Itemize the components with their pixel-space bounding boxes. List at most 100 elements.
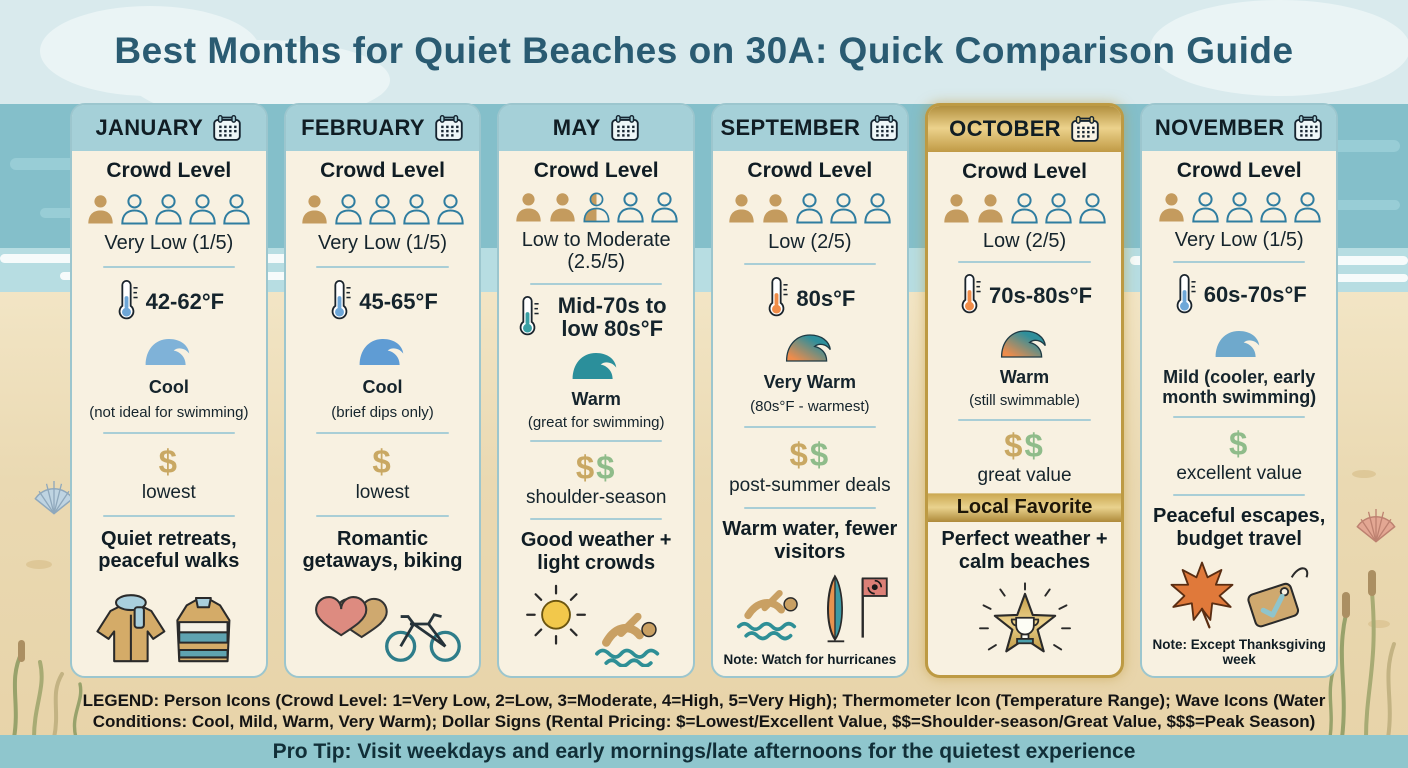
person-icon xyxy=(335,194,362,225)
legend-text: LEGEND: Person Icons (Crowd Level: 1=Ver… xyxy=(82,691,1326,732)
wave-icon xyxy=(1215,330,1260,357)
divider xyxy=(1173,416,1306,419)
crowd-level-icons xyxy=(85,193,252,225)
crowd-level-value: Very Low (1/5) xyxy=(1174,229,1304,252)
crowd-level-heading: Crowd Level xyxy=(106,159,232,182)
wave-icon xyxy=(1000,330,1046,358)
divider xyxy=(1173,260,1306,263)
month-title: OCTOBER xyxy=(949,116,1061,141)
column-may: MAY Crowd Level Low to M xyxy=(497,103,696,678)
divider xyxy=(530,440,663,443)
rental-pricing-icons: $$ xyxy=(1004,429,1045,462)
dollar-sign-icon: $ xyxy=(1004,427,1025,465)
person-icon xyxy=(1260,192,1287,223)
wave-icon xyxy=(785,334,831,362)
column-body: Crowd Level Very Low (1/5) 60s xyxy=(1142,151,1336,676)
water-condition: Cool xyxy=(148,376,189,397)
person-icon xyxy=(223,194,251,225)
thermometer-icon xyxy=(769,277,788,317)
local-favorite-ribbon: Local Favorite xyxy=(927,493,1122,523)
person-icon xyxy=(155,194,183,225)
person-icon xyxy=(830,193,858,224)
page-title: Best Months for Quiet Beaches on 30A: Qu… xyxy=(114,30,1294,71)
wave-icon xyxy=(572,352,617,379)
month-title: MAY xyxy=(552,115,601,140)
seashell-icon xyxy=(1356,509,1396,543)
person-icon xyxy=(1079,193,1106,224)
crowd-level-value: Low (2/5) xyxy=(982,229,1067,252)
crowd-level-heading: Crowd Level xyxy=(962,160,1087,183)
water-condition-detail: (not ideal for swimming) xyxy=(89,403,249,421)
column-body: Crowd Level Very Low (1/5) 42- xyxy=(72,151,266,676)
person-icon xyxy=(1226,192,1253,223)
divider xyxy=(958,261,1091,264)
column-september: SEPTEMBER Crowd Level Lo xyxy=(711,103,909,678)
crowd-level-value: Low to Moderate (2.5/5) xyxy=(521,228,671,274)
rental-pricing-icons: $ xyxy=(159,445,179,478)
temperature-range: 60s-70s°F xyxy=(1203,282,1307,308)
person-icon xyxy=(1192,192,1219,223)
temperature-range: 70s-80s°F xyxy=(989,282,1093,308)
column-body: Crowd Level Low (2/5) 70s-80s° xyxy=(927,152,1122,675)
seashell-icon xyxy=(34,481,74,515)
sand-spot xyxy=(26,560,52,569)
divider xyxy=(102,514,235,517)
wave-icon xyxy=(145,339,190,366)
person-icon xyxy=(1294,192,1321,223)
person-icon xyxy=(763,194,789,223)
person-icon xyxy=(864,193,892,224)
water-condition: Warm xyxy=(999,367,1050,388)
person-icon xyxy=(369,194,396,225)
person-icon xyxy=(515,193,541,222)
activity-description: Warm water, fewer visitors xyxy=(722,518,898,564)
water-condition: Warm xyxy=(571,388,621,409)
month-title: SEPTEMBER xyxy=(720,115,861,140)
price-label: post-summer deals xyxy=(729,474,891,496)
dollar-sign-icon: $ xyxy=(1024,427,1045,465)
divider xyxy=(530,518,663,521)
temperature-row: Mid-70s to low 80s°F xyxy=(515,294,677,340)
crowd-level-icons xyxy=(726,192,893,224)
calendar-icon xyxy=(435,114,463,141)
water-condition-detail: (still swimmable) xyxy=(969,392,1080,410)
divider xyxy=(743,506,876,509)
beach-grass xyxy=(1328,570,1396,738)
activity-description: Quiet retreats, peaceful walks xyxy=(98,527,240,573)
winter-jackets-illustration xyxy=(96,594,231,663)
crowd-level-icons xyxy=(941,192,1108,224)
hurricane-note: Note: Watch for hurricanes xyxy=(723,651,897,667)
pro-tip-bar: Pro Tip: Visit weekdays and early mornin… xyxy=(0,735,1408,768)
water-condition: Mild (cooler, early month swimming) xyxy=(1162,366,1317,407)
person-icon xyxy=(1011,193,1038,224)
award-star-trophy-illustration xyxy=(978,582,1071,653)
calendar-icon xyxy=(1071,115,1099,142)
beach-grass xyxy=(12,640,83,738)
person-icon-half xyxy=(583,192,610,223)
person-icon xyxy=(437,194,464,225)
rental-pricing-icons: $$ xyxy=(789,438,830,471)
price-label: lowest xyxy=(141,482,196,504)
crowd-level-value: Low (2/5) xyxy=(768,230,852,253)
divider xyxy=(958,418,1091,421)
crowd-level-icons xyxy=(1156,191,1323,223)
activity-description: Romantic getaways, biking xyxy=(302,527,463,573)
divider xyxy=(316,431,449,434)
temperature-range: 42-62°F xyxy=(145,288,225,314)
cloud xyxy=(1150,0,1408,96)
person-icon xyxy=(616,192,644,223)
person-icon xyxy=(796,193,824,224)
crowd-level-value: Very Low (1/5) xyxy=(318,232,447,255)
sand-spot xyxy=(1368,620,1390,628)
person-icon xyxy=(1045,193,1072,224)
wave-icon xyxy=(359,339,403,366)
divider xyxy=(743,425,876,428)
temperature-row: 60s-70s°F xyxy=(1172,272,1307,318)
divider xyxy=(102,265,235,268)
divider xyxy=(530,282,663,285)
column-november: NOVEMBER Crowd Level Ver xyxy=(1140,103,1339,678)
temperature-range: Mid-70s to low 80s°F xyxy=(557,292,667,341)
crowd-level-icons xyxy=(299,193,466,225)
dollar-sign-icon: $ xyxy=(809,435,831,473)
column-october-highlighted: OCTOBER Crowd Level Low xyxy=(924,103,1125,678)
